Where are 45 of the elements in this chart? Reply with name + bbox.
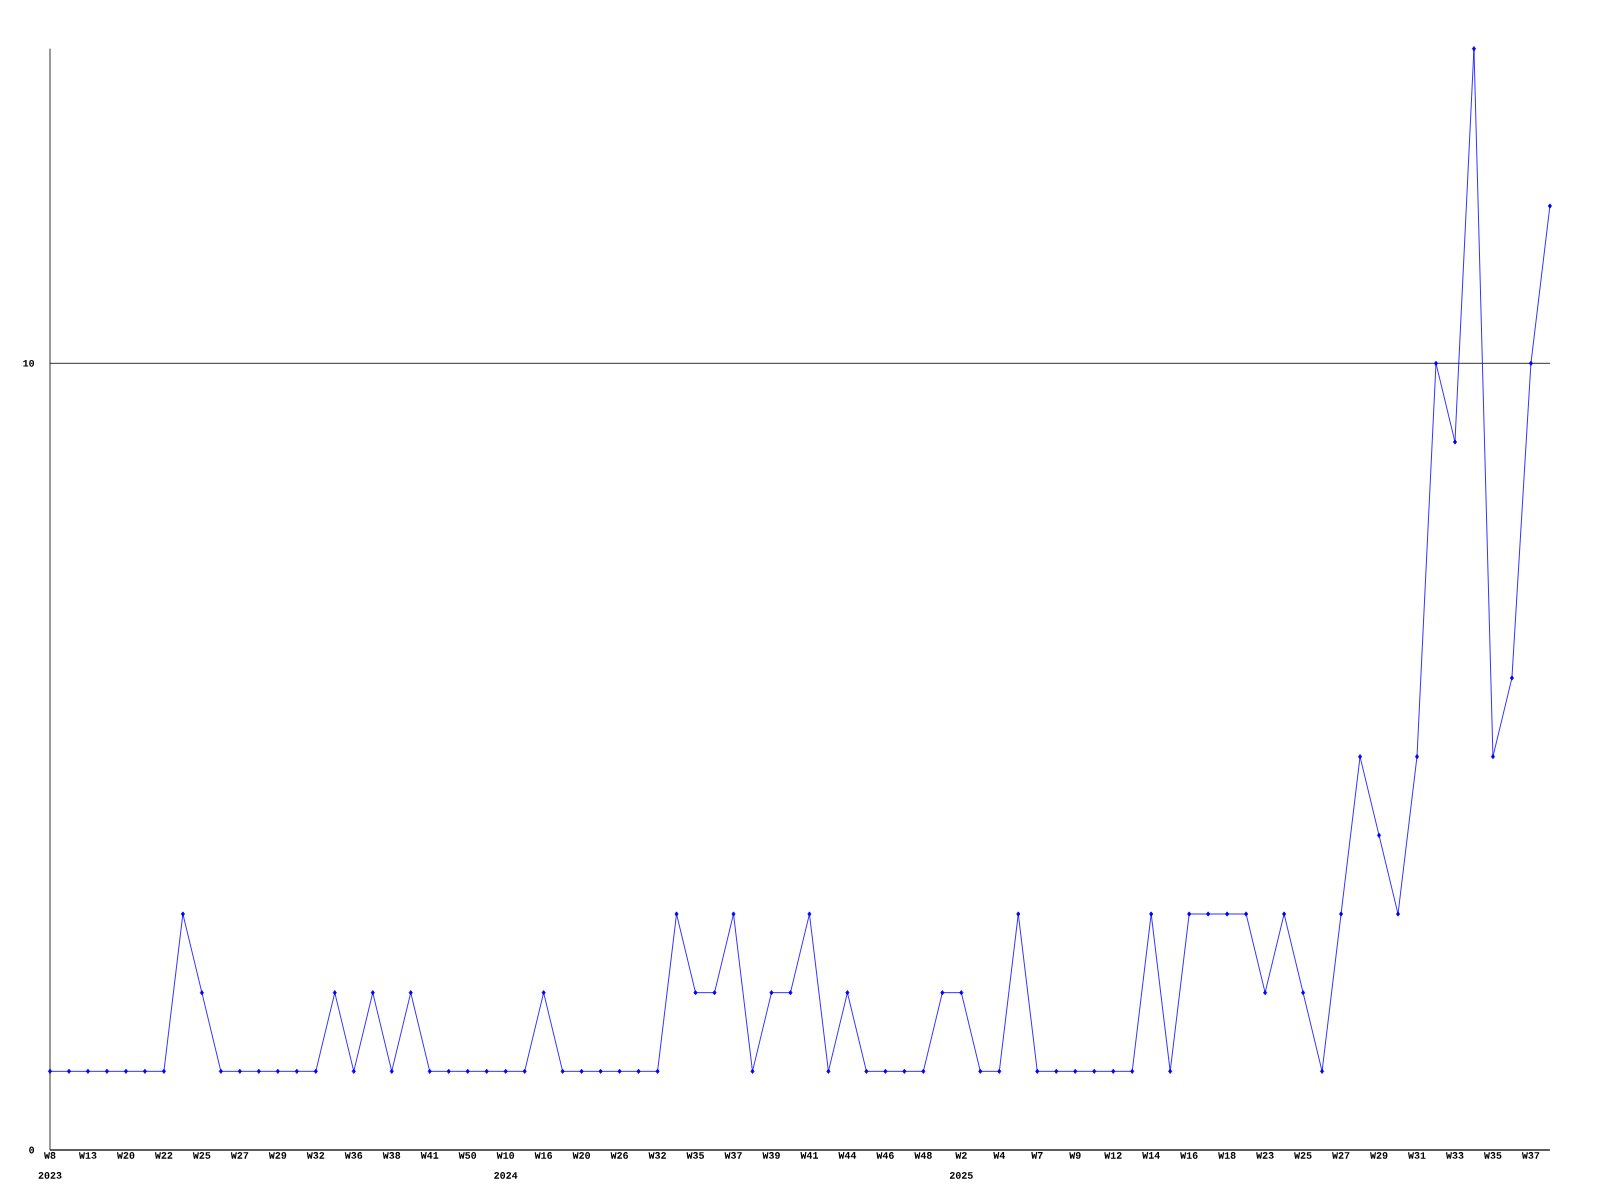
x-tick-label: W29 bbox=[1370, 1152, 1388, 1159]
x-tick-label: W36 bbox=[344, 1152, 363, 1159]
x-tick-label: W12 bbox=[1104, 1152, 1122, 1159]
x-tick-label: W37 bbox=[1521, 1152, 1540, 1159]
x-tick-label: W16 bbox=[534, 1152, 553, 1159]
x-tick-label: W39 bbox=[762, 1152, 780, 1159]
x-tick-label: W8 bbox=[44, 1152, 56, 1159]
x-tick-label: W20 bbox=[572, 1152, 591, 1159]
x-tick-label: W33 bbox=[1445, 1152, 1464, 1159]
x-tick-label: W2 bbox=[955, 1152, 967, 1159]
x-tick-label: W37 bbox=[724, 1152, 742, 1159]
y-tick-label: 10 bbox=[23, 359, 35, 367]
x-tick-label: W13 bbox=[78, 1152, 97, 1159]
text: 2023 bbox=[38, 1172, 62, 1179]
x-tick-label: W27 bbox=[1332, 1152, 1350, 1159]
x-tick-label: W31 bbox=[1408, 1152, 1426, 1159]
x-tick-label: W14 bbox=[1142, 1152, 1160, 1159]
x-tick-label: W46 bbox=[876, 1152, 894, 1159]
x-tick-label: W25 bbox=[1294, 1152, 1312, 1159]
x-tick-label: W7 bbox=[1031, 1152, 1043, 1159]
x-tick-label: W35 bbox=[686, 1152, 705, 1159]
x-tick-label: W16 bbox=[1180, 1152, 1198, 1159]
x-tick-label: W48 bbox=[914, 1152, 932, 1159]
x-tick-label: W10 bbox=[496, 1152, 515, 1159]
x-tick-label: W18 bbox=[1218, 1152, 1236, 1159]
x-tick-label: W25 bbox=[192, 1152, 211, 1159]
x-tick-label: W44 bbox=[838, 1152, 857, 1159]
x-tick-label: W32 bbox=[306, 1152, 325, 1159]
text: 2024 bbox=[494, 1172, 518, 1179]
x-tick-label: W23 bbox=[1256, 1152, 1274, 1159]
x-tick-label: W20 bbox=[116, 1152, 135, 1159]
x-tick-label: W9 bbox=[1069, 1152, 1081, 1159]
x-tick-label: W32 bbox=[648, 1152, 666, 1159]
x-tick-label: W26 bbox=[610, 1152, 629, 1159]
x-tick-label: W27 bbox=[230, 1152, 249, 1159]
x-tick-label: W41 bbox=[800, 1152, 819, 1159]
x-tick-label: W29 bbox=[268, 1152, 287, 1159]
x-tick-label: W22 bbox=[154, 1152, 173, 1159]
x-tick-label: W41 bbox=[420, 1152, 439, 1159]
x-tick-label: W35 bbox=[1483, 1152, 1502, 1159]
text: 2025 bbox=[949, 1172, 973, 1179]
x-tick-label: W50 bbox=[458, 1152, 477, 1159]
x-tick-label: W4 bbox=[993, 1152, 1006, 1159]
y-tick-label: 0 bbox=[29, 1146, 35, 1154]
x-tick-label: W38 bbox=[382, 1152, 401, 1159]
